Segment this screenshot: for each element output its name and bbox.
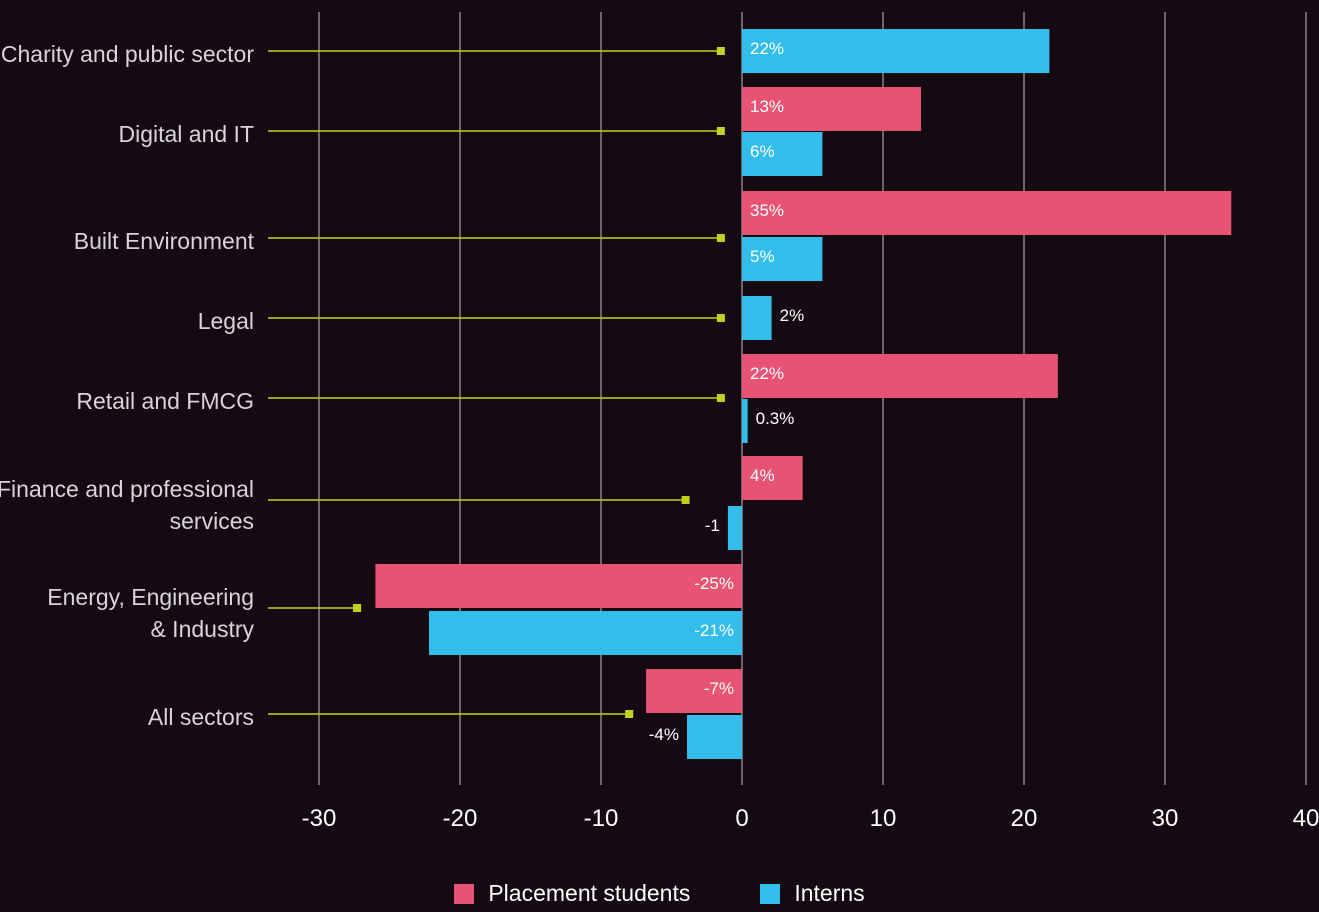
placement-value-label-7: -7% [704,679,734,698]
leader-marker-2 [716,234,725,242]
x-tick-label--10: -10 [584,805,619,832]
intern-value-label-4: 0.3% [756,409,795,428]
legend: Placement students Interns [0,880,1319,907]
placement-bar-4 [742,354,1058,398]
category-label-3: Legal [198,308,254,334]
intern-bar-6 [428,611,742,655]
category-label-6-line-1: & Industry [150,616,254,642]
placement-value-label-6: -25% [694,574,734,593]
placement-bar-7 [646,669,742,713]
leader-marker-6 [353,604,362,612]
legend-swatch-placement-students [454,883,475,904]
placement-value-label-2: 35% [750,201,784,220]
placement-value-label-1: 13% [750,97,784,116]
intern-value-label-5: -1 [705,516,720,535]
leader-marker-4 [716,394,725,402]
leader-marker-5 [681,496,690,504]
intern-bar-7 [687,715,742,759]
category-label-4: Retail and FMCG [76,388,254,414]
legend-item-placement-students: Placement students [454,880,690,907]
placement-value-label-5: 4% [750,466,775,485]
bar-chart: -30 -20 -10 0 10 20 30 40 Charity and public sec… [0,12,1319,832]
placement-bar-2 [742,191,1232,235]
intern-bar-2 [742,237,823,281]
intern-bar-0 [742,29,1050,73]
x-tick-label--30: -30 [302,805,337,832]
category-label-5-line-1: services [170,508,254,534]
category-label-7: All sectors [148,704,254,730]
legend-label-placement-students: Placement students [488,880,691,906]
intern-bar-3 [742,296,772,340]
legend-label-interns: Interns [794,880,865,906]
intern-value-label-0: 22% [750,39,784,58]
x-tick-label-30: 30 [1152,805,1179,832]
intern-bar-1 [742,132,823,176]
category-label-6-line-0: Energy, Engineering [47,584,254,610]
intern-value-label-2: 5% [750,247,775,266]
intern-bar-5 [727,506,742,550]
intern-value-label-7: -4% [649,725,679,744]
placement-bar-1 [742,87,922,131]
leader-marker-0 [716,47,725,55]
category-label-0: Charity and public sector [1,41,254,67]
leader-marker-3 [716,314,725,322]
x-tick-label-0: 0 [735,805,748,832]
placement-bar-5 [742,456,803,500]
x-tick-label--20: -20 [443,805,478,832]
leader-marker-1 [716,127,725,135]
x-tick-label-40: 40 [1293,805,1319,832]
placement-bar-6 [375,564,742,608]
intern-bar-4 [742,399,748,443]
intern-value-label-6: -21% [694,621,734,640]
category-label-5-line-0: Finance and professional [0,476,254,502]
placement-value-label-4: 22% [750,364,784,383]
legend-swatch-interns [760,883,781,904]
category-label-1: Digital and IT [118,121,254,147]
intern-value-label-3: 2% [780,306,805,325]
intern-value-label-1: 6% [750,142,775,161]
category-label-2: Built Environment [74,228,255,254]
x-tick-label-20: 20 [1011,805,1038,832]
x-tick-label-10: 10 [870,805,897,832]
legend-item-interns: Interns [760,880,865,907]
leader-marker-7 [625,710,634,718]
